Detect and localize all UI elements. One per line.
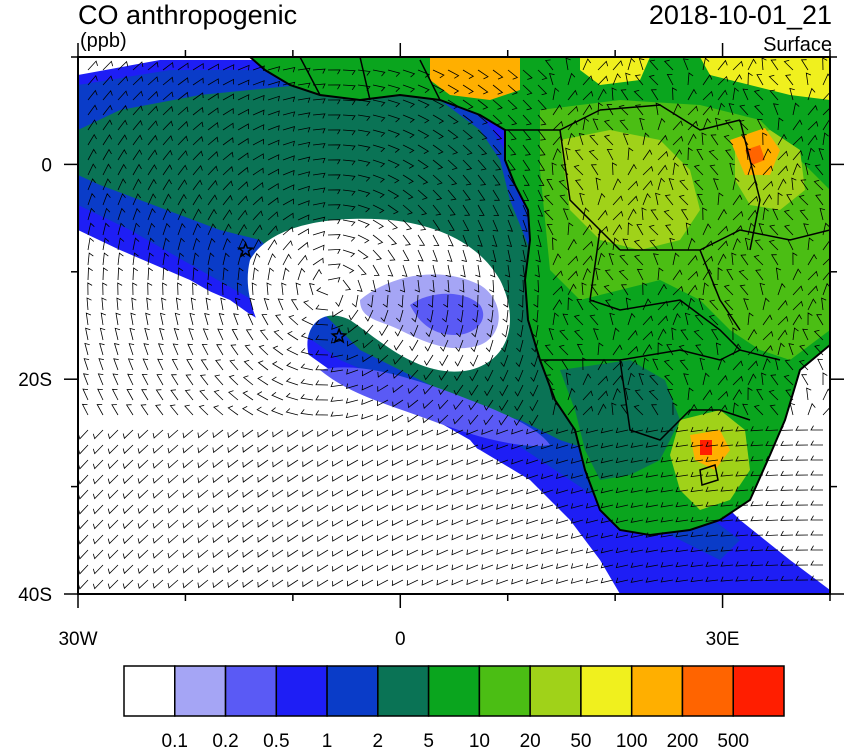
- colorbar-label: 0.5: [263, 731, 289, 750]
- y-tick-label: 20S: [18, 370, 52, 391]
- colorbar-label: 2: [373, 731, 384, 750]
- colorbar-label: 0.2: [212, 731, 238, 750]
- axis-tick-labels: 30W 0 30E 0 20S 40S: [18, 155, 739, 650]
- colorbar-label: 1: [322, 731, 333, 750]
- plot-frame: [77, 56, 831, 595]
- y-tick-label: 40S: [18, 585, 52, 606]
- map-area: [78, 57, 830, 594]
- colorbar: 0.1 0.2 0.5 1 2 5 10 20 50 100 200 500: [123, 665, 785, 750]
- colorbar-swatch: [123, 665, 176, 717]
- x-tick-label: 0: [395, 629, 406, 650]
- star-marker: [236, 241, 255, 258]
- colorbar-label: 100: [616, 731, 648, 750]
- colorbar-swatch: [630, 665, 684, 717]
- colorbar-label: 5: [423, 731, 434, 750]
- colorbar-label: 20: [520, 731, 541, 750]
- star-marker: [330, 327, 348, 344]
- colorbar-label: 10: [469, 731, 490, 750]
- colorbar-label: 200: [667, 731, 699, 750]
- colorbar-swatch: [732, 665, 785, 717]
- colorbar-swatch: [174, 665, 227, 717]
- colorbar-swatch: [377, 665, 430, 717]
- site-markers: [236, 241, 348, 344]
- y-tick-label: 0: [41, 155, 52, 176]
- wind-barb-field: [78, 57, 830, 590]
- colorbar-swatch: [326, 665, 379, 717]
- colorbar-swatch: [529, 665, 582, 717]
- axis-ticks: [64, 43, 844, 608]
- colorbar-label: 0.1: [162, 731, 188, 750]
- wind-barbs: [78, 57, 830, 590]
- x-tick-label: 30E: [706, 629, 740, 650]
- level-label: Surface: [763, 34, 832, 56]
- colorbar-swatch: [275, 665, 328, 717]
- colorbar-label: 500: [717, 731, 749, 750]
- colorbar-label: 50: [570, 731, 591, 750]
- units-label: (ppb): [80, 30, 127, 52]
- datetime-label: 2018-10-01_21: [648, 0, 832, 30]
- map-title: CO anthropogenic: [78, 0, 298, 30]
- colorbar-swatch: [681, 665, 734, 717]
- colorbar-swatch: [478, 665, 531, 717]
- colorbar-swatch: [427, 665, 481, 717]
- colorbar-swatch: [580, 665, 633, 717]
- x-tick-label: 30W: [58, 629, 97, 650]
- colorbar-swatch: [224, 665, 278, 717]
